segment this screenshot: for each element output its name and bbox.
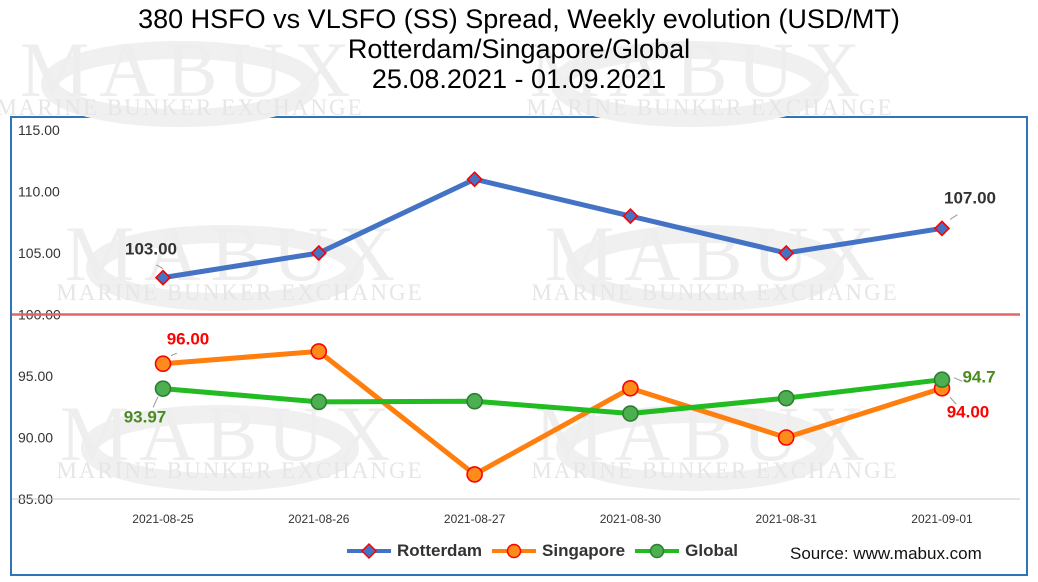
singapore-point-marker — [622, 379, 639, 397]
singapore-line-marker-icon — [492, 543, 537, 559]
singapore-label-leader — [170, 352, 177, 357]
y-axis: 85.0090.0095.00100.00105.00110.00115.002… — [12, 122, 1020, 526]
rotterdam-line-marker-icon — [347, 542, 391, 560]
legend-item-global: Global — [633, 541, 738, 561]
rotterdam-point-marker — [466, 171, 483, 188]
y-tick-label: 95.00 — [18, 368, 53, 384]
singapore-point-marker — [154, 355, 172, 373]
chart-title-line-2: Rotterdam/Singapore/Global — [347, 34, 691, 64]
global-point-marker — [310, 393, 328, 411]
x-tick-label: 2021-08-30 — [600, 512, 662, 526]
global-point-marker — [622, 405, 639, 422]
singapore-series-line — [160, 348, 945, 477]
singapore-point-marker — [310, 343, 328, 360]
x-tick-label: 2021-08-25 — [132, 512, 194, 526]
singapore-data-label: 94.00 — [947, 402, 990, 421]
global-point-marker — [777, 389, 795, 407]
watermark-subtext: MARINE BUNKER EXCHANGE — [526, 95, 893, 120]
legend-label-singapore: Singapore — [542, 541, 626, 560]
singapore-point-marker — [466, 466, 483, 483]
y-tick-label: 110.00 — [18, 184, 60, 200]
global-point-marker — [933, 371, 951, 388]
watermark-subtext: MARINE BUNKER EXCHANGE — [0, 95, 364, 120]
y-tick-label: 105.00 — [18, 245, 61, 261]
watermark-subtext: MARINE BUNKER EXCHANGE — [531, 280, 898, 305]
watermark-subtext: MARINE BUNKER EXCHANGE — [531, 458, 898, 483]
x-tick-label: 2021-08-26 — [288, 512, 350, 526]
watermark-swirl-icon — [86, 225, 364, 311]
rotterdam-series-line — [160, 176, 945, 281]
chart-title-line-1: 380 HSFO vs VLSFO (SS) Spread, Weekly ev… — [138, 4, 900, 34]
watermark-swirl-icon — [551, 41, 829, 127]
rotterdam-point-marker — [310, 244, 327, 262]
plot-frame — [10, 116, 1028, 576]
watermark-logo-text: MABUX — [65, 210, 405, 297]
global-label-leader — [953, 377, 963, 382]
watermark-subtext: MARINE BUNKER EXCHANGE — [56, 280, 423, 305]
watermark-swirl-icon — [41, 41, 319, 127]
rotterdam-point-marker — [778, 244, 795, 262]
rotterdam-label-leader — [156, 264, 164, 270]
singapore-label-leader — [949, 396, 957, 405]
legend-label-rotterdam: Rotterdam — [397, 541, 483, 560]
global-data-label: 94.7 — [962, 368, 995, 387]
legend-item-rotterdam: Rotterdam — [345, 541, 482, 561]
global-series-line — [160, 377, 945, 417]
series-layer — [154, 171, 951, 483]
y-tick-label: 90.00 — [18, 430, 53, 446]
chart-title: 380 HSFO vs VLSFO (SS) Spread, Weekly ev… — [0, 4, 1038, 94]
chart-title-line-3: 25.08.2021 - 01.09.2021 — [371, 64, 667, 94]
watermark-logo-text: MABUX — [545, 210, 885, 297]
rotterdam-data-label: 103.00 — [125, 240, 177, 259]
legend-item-singapore: Singapore — [490, 541, 625, 561]
rotterdam-label-leader — [949, 214, 958, 220]
watermark-subtext: MARINE BUNKER EXCHANGE — [56, 458, 423, 483]
rotterdam-point-marker — [154, 269, 172, 286]
global-data-label: 93.97 — [124, 408, 167, 427]
global-label-leader — [152, 396, 159, 408]
data-label-layer: 103.00 107.00 96.00 94.00 93.97 94.7 — [124, 188, 996, 426]
global-point-marker — [154, 380, 172, 397]
watermark-logo-text: MABUX — [60, 390, 400, 477]
singapore-data-label: 96.00 — [167, 330, 210, 349]
x-tick-label: 2021-09-01 — [911, 512, 973, 526]
global-point-marker — [466, 392, 483, 410]
watermark-logo-text: MABUX — [20, 26, 360, 113]
legend-label-global: Global — [685, 541, 739, 560]
watermark-swirl-icon — [556, 405, 834, 491]
watermark-swirl-icon — [81, 405, 359, 491]
global-line-marker-icon — [635, 543, 680, 559]
singapore-point-marker — [777, 429, 795, 446]
rotterdam-point-marker — [622, 207, 639, 225]
watermark-logo-text: MABUX — [530, 26, 870, 113]
source-note: Source: www.mabux.com — [790, 544, 982, 563]
x-tick-label: 2021-08-27 — [444, 512, 506, 526]
chart-legend: Rotterdam Singapore Global — [345, 539, 738, 563]
rotterdam-point-marker — [933, 220, 951, 237]
rotterdam-data-label: 107.00 — [944, 188, 996, 207]
x-tick-label: 2021-08-31 — [756, 512, 818, 526]
y-tick-label: 115.00 — [18, 122, 60, 138]
